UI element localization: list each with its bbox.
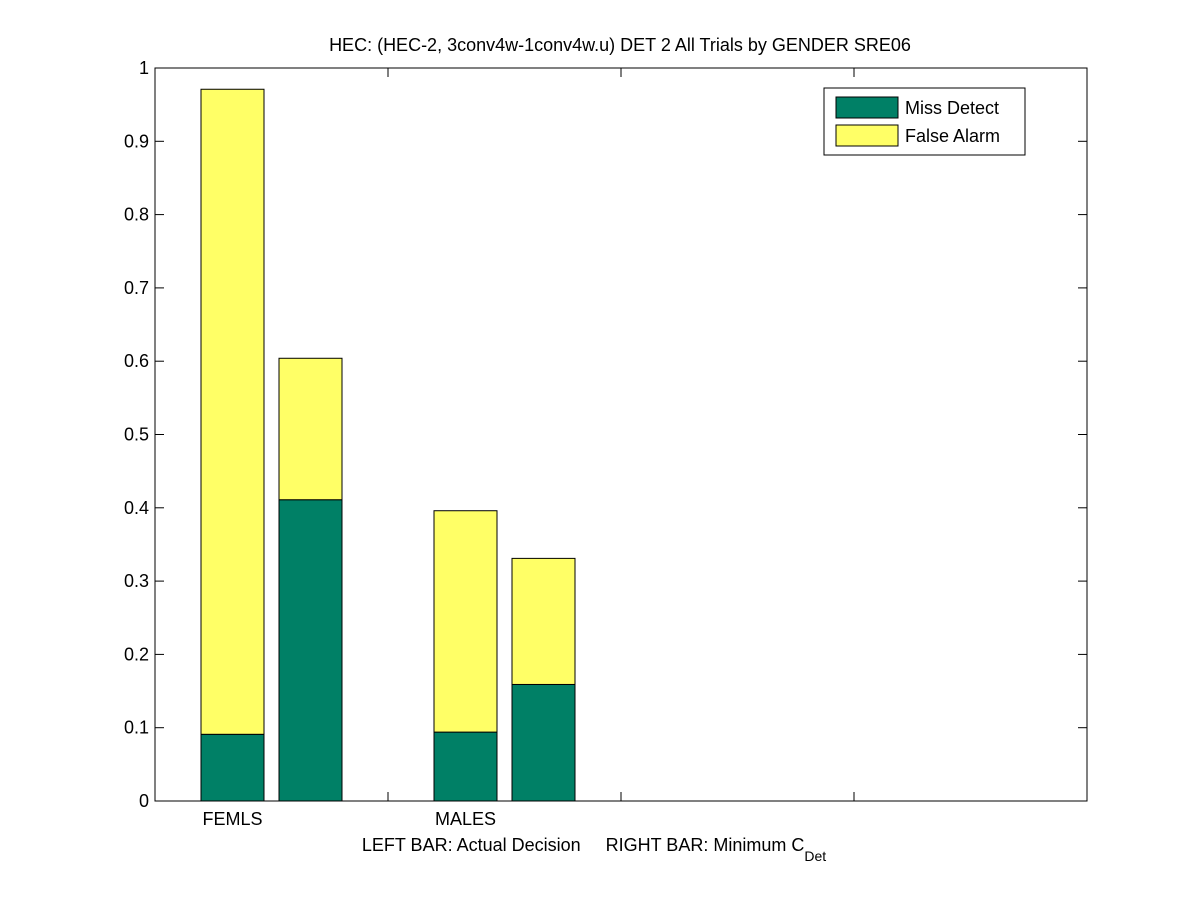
- bar-segment-miss-detect: [278, 499, 343, 802]
- bars-group: [200, 88, 576, 802]
- x-tick-label: MALES: [435, 809, 496, 829]
- y-tick-label: 1: [139, 58, 149, 78]
- bar-segment-miss-detect: [433, 731, 498, 802]
- legend-label: False Alarm: [905, 126, 1000, 146]
- bar-segment-false-alarm: [511, 557, 576, 685]
- bar-segment-false-alarm: [433, 510, 498, 733]
- x-axis-label: LEFT BAR: Actual Decision RIGHT BAR: Min…: [362, 835, 826, 864]
- y-tick-label: 0.9: [124, 131, 149, 151]
- bar-segment-miss-detect: [200, 733, 265, 802]
- chart-title: HEC: (HEC-2, 3conv4w-1conv4w.u) DET 2 Al…: [329, 35, 911, 55]
- bar-segment-false-alarm: [200, 88, 265, 735]
- legend-label: Miss Detect: [905, 98, 999, 118]
- y-tick-label: 0.2: [124, 644, 149, 664]
- y-axis: 0 0.1 0.2 0.3 0.4 0.5 0.6 0.7 0.8 0.9 1: [124, 58, 1087, 811]
- y-tick-label: 0.1: [124, 718, 149, 738]
- bar-segment-miss-detect: [511, 683, 576, 802]
- x-axis: FEMLS MALES: [202, 68, 855, 829]
- y-tick-label: 0.3: [124, 571, 149, 591]
- y-tick-label: 0: [139, 791, 149, 811]
- x-tick-label: FEMLS: [202, 809, 262, 829]
- y-tick-label: 0.5: [124, 425, 149, 445]
- legend: Miss Detect False Alarm: [823, 87, 1026, 156]
- y-tick-label: 0.7: [124, 278, 149, 298]
- x-axis-label-subscript: Det: [804, 848, 826, 864]
- y-tick-label: 0.4: [124, 498, 149, 518]
- x-axis-label-main: LEFT BAR: Actual Decision RIGHT BAR: Min…: [362, 835, 804, 855]
- legend-swatch: [835, 124, 899, 147]
- bar-segment-false-alarm: [278, 357, 343, 501]
- legend-swatch: [835, 96, 899, 119]
- y-tick-label: 0.6: [124, 351, 149, 371]
- y-tick-label: 0.8: [124, 205, 149, 225]
